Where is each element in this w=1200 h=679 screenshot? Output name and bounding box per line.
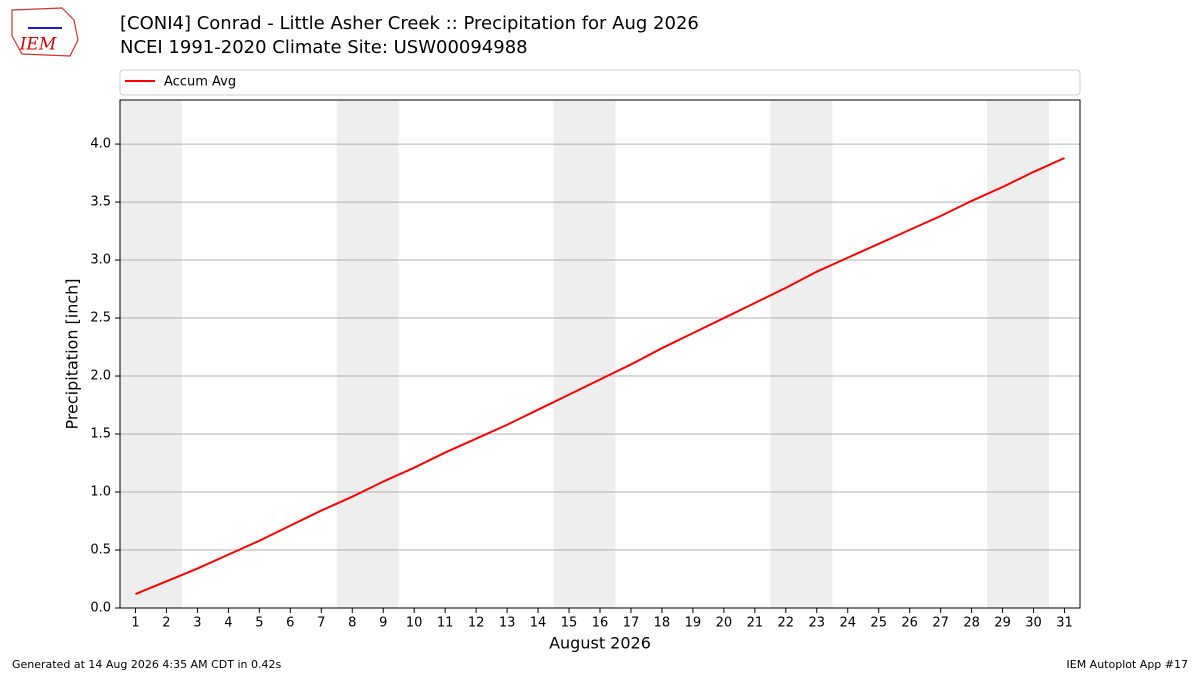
- x-tick-label: 27: [932, 616, 949, 631]
- x-tick-label: 2: [162, 616, 170, 631]
- x-tick-label: 10: [406, 616, 423, 631]
- x-tick-label: 16: [592, 616, 609, 631]
- weekend-shade: [120, 100, 182, 608]
- x-tick-label: 18: [654, 616, 671, 631]
- weekend-shade: [553, 100, 616, 608]
- legend-box: [119, 69, 1081, 96]
- x-tick-label: 23: [809, 616, 826, 631]
- x-tick-label: 13: [499, 616, 516, 631]
- logo: IEM: [11, 7, 79, 57]
- y-tick-label: 0.0: [90, 601, 111, 616]
- x-axis-label: August 2026: [549, 634, 651, 653]
- chart-title: [CONI4] Conrad - Little Asher Creek :: P…: [120, 13, 699, 34]
- weekend-shade: [336, 100, 399, 608]
- x-tick-label: 4: [224, 616, 232, 631]
- x-tick-label: 30: [1025, 616, 1042, 631]
- footer-right: IEM Autoplot App #17: [1067, 658, 1189, 671]
- x-tick-label: 11: [437, 616, 454, 631]
- x-tick-label: 7: [317, 616, 325, 631]
- plot-frame: [119, 99, 1081, 609]
- x-tick-label: 19: [685, 616, 702, 631]
- x-tick-label: 1: [131, 616, 139, 631]
- x-tick-label: 21: [747, 616, 764, 631]
- x-tick-label: 22: [778, 616, 795, 631]
- x-tick-label: 17: [623, 616, 640, 631]
- y-tick-label: 0.5: [90, 543, 111, 558]
- y-tick-label: 1.0: [90, 485, 111, 500]
- y-tick-label: 3.0: [90, 253, 111, 268]
- y-tick-label: 1.5: [90, 427, 111, 442]
- x-tick-label: 31: [1056, 616, 1073, 631]
- x-tick-label: 28: [963, 616, 980, 631]
- legend-label: Accum Avg: [164, 75, 236, 90]
- x-tick-label: 25: [870, 616, 887, 631]
- x-tick-label: 6: [286, 616, 294, 631]
- y-tick-label: 4.0: [90, 137, 111, 152]
- x-tick-label: 3: [193, 616, 201, 631]
- x-tick-label: 5: [255, 616, 263, 631]
- series-line: [135, 157, 1065, 596]
- y-tick-label: 2.0: [90, 369, 111, 384]
- x-tick-label: 20: [716, 616, 733, 631]
- logo-text: IEM: [19, 35, 57, 55]
- x-tick-label: 9: [379, 616, 387, 631]
- chart-subtitle: NCEI 1991-2020 Climate Site: USW00094988: [120, 37, 528, 58]
- y-axis-label: Precipitation [inch]: [63, 278, 82, 429]
- y-tick-label: 2.5: [90, 311, 111, 326]
- footer-left: Generated at 14 Aug 2026 4:35 AM CDT in …: [12, 658, 281, 671]
- x-tick-label: 15: [561, 616, 578, 631]
- x-tick-label: 12: [468, 616, 485, 631]
- logo-outline: [11, 7, 79, 57]
- weekend-shade: [987, 100, 1050, 608]
- x-tick-label: 29: [994, 616, 1011, 631]
- x-tick-label: 8: [348, 616, 356, 631]
- x-tick-label: 14: [530, 616, 547, 631]
- weekend-shade: [770, 100, 833, 608]
- y-tick-label: 3.5: [90, 195, 111, 210]
- x-tick-label: 24: [839, 616, 856, 631]
- x-tick-label: 26: [901, 616, 918, 631]
